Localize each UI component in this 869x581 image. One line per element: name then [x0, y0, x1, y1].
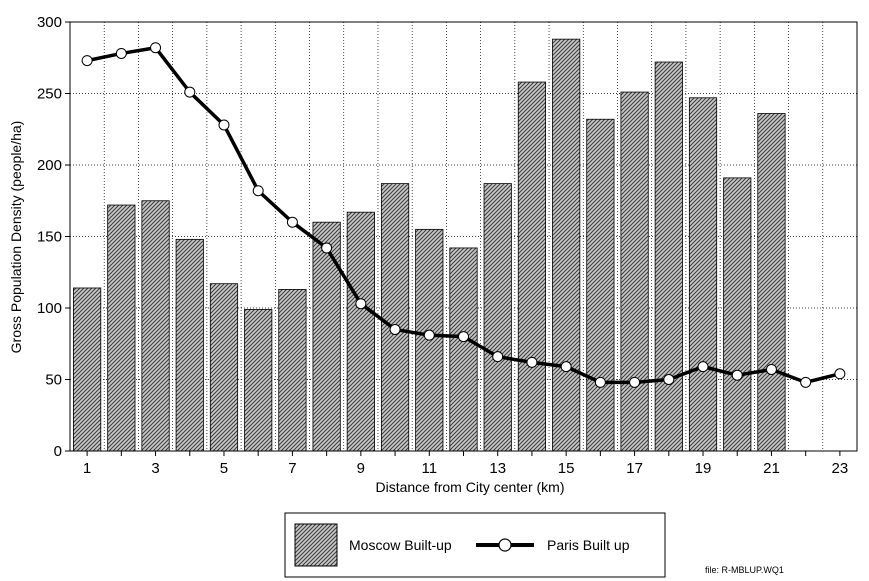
- point-paris-4km: [184, 86, 196, 98]
- point-paris-18km: [663, 374, 675, 385]
- point-paris-16km: [594, 376, 606, 388]
- bar-moscow-7km: [278, 289, 307, 452]
- bar-moscow-13km: [483, 183, 512, 452]
- y-tick-label: 200: [37, 157, 62, 174]
- x-tick-label: 7: [288, 460, 296, 477]
- y-tick-label: 0: [54, 443, 62, 460]
- legend-label-paris: Paris Built up: [547, 537, 630, 553]
- x-axis-title: Distance from City center (km): [375, 479, 564, 495]
- bar-moscow-5km: [209, 283, 239, 452]
- bar-moscow-17km: [620, 91, 649, 452]
- legend: Moscow Built-up Paris Built up: [284, 512, 666, 578]
- legend-box: [284, 512, 666, 578]
- point-paris-14km: [526, 356, 538, 368]
- point-paris-17km: [629, 376, 641, 388]
- x-tick-label: 5: [220, 460, 228, 477]
- point-paris-1km: [81, 55, 93, 67]
- bar-moscow-12km: [449, 247, 478, 452]
- point-paris-3km: [150, 42, 162, 54]
- x-tick-label: 3: [151, 460, 159, 477]
- point-paris-8km: [321, 242, 333, 254]
- point-paris-6km: [252, 185, 264, 197]
- bar-moscow-8km: [312, 221, 341, 452]
- y-tick-label: 50: [45, 372, 62, 389]
- file-note: file: R-MBLUP.WQ1: [705, 565, 784, 575]
- y-tick-label: 250: [37, 86, 62, 103]
- bar-moscow-3km: [141, 200, 170, 452]
- paris-line: [81, 42, 846, 388]
- point-paris-19km: [697, 361, 709, 373]
- bar-moscow-1km: [73, 287, 102, 452]
- point-paris-23km: [834, 368, 846, 380]
- point-paris-9km: [355, 298, 367, 310]
- y-axis-ticks: 0 50 100 150 200 250 300: [37, 14, 70, 460]
- bar-moscow-14km: [517, 81, 547, 452]
- point-paris-11km: [423, 329, 435, 341]
- point-paris-15km: [560, 361, 572, 373]
- bar-moscow-15km: [552, 38, 581, 452]
- x-tick-label: 13: [489, 460, 506, 477]
- bar-moscow-9km: [346, 211, 375, 452]
- x-axis-ticks: 1 3 5 7 9 11 13 15 17 19 21 23: [83, 451, 848, 477]
- x-tick-label: 21: [763, 460, 780, 477]
- point-paris-2km: [115, 47, 127, 59]
- bar-moscow-21km: [757, 113, 786, 452]
- bar-moscow-20km: [723, 177, 752, 452]
- point-paris-10km: [389, 323, 401, 335]
- bar-moscow-2km: [107, 204, 136, 452]
- x-tick-label: 1: [83, 460, 91, 477]
- x-tick-label: 9: [357, 460, 365, 477]
- moscow-bars: [73, 38, 786, 452]
- y-axis-title: Gross Population Density (people/ha): [8, 121, 24, 354]
- legend-swatch-paris-marker: [498, 538, 512, 552]
- bar-moscow-16km: [586, 118, 615, 452]
- x-tick-label: 19: [695, 460, 712, 477]
- legend-label-moscow: Moscow Built-up: [349, 537, 452, 553]
- point-paris-22km: [800, 376, 812, 388]
- y-tick-label: 100: [37, 300, 62, 317]
- bar-moscow-18km: [654, 61, 683, 452]
- bar-moscow-6km: [244, 309, 273, 452]
- x-tick-label: 23: [832, 460, 849, 477]
- point-paris-5km: [218, 119, 230, 131]
- point-paris-20km: [731, 369, 743, 381]
- bar-moscow-19km: [688, 97, 718, 452]
- legend-swatch-moscow: [294, 523, 338, 567]
- point-paris-21km: [765, 363, 777, 375]
- point-paris-7km: [286, 216, 298, 228]
- x-tick-label: 11: [421, 460, 437, 477]
- point-paris-13km: [492, 351, 504, 363]
- x-tick-label: 15: [558, 460, 575, 477]
- bar-moscow-10km: [380, 183, 410, 452]
- y-tick-label: 150: [37, 229, 62, 246]
- y-tick-label: 300: [37, 14, 62, 31]
- x-tick-label: 17: [626, 460, 643, 477]
- bar-moscow-4km: [175, 238, 204, 452]
- point-paris-12km: [458, 331, 469, 343]
